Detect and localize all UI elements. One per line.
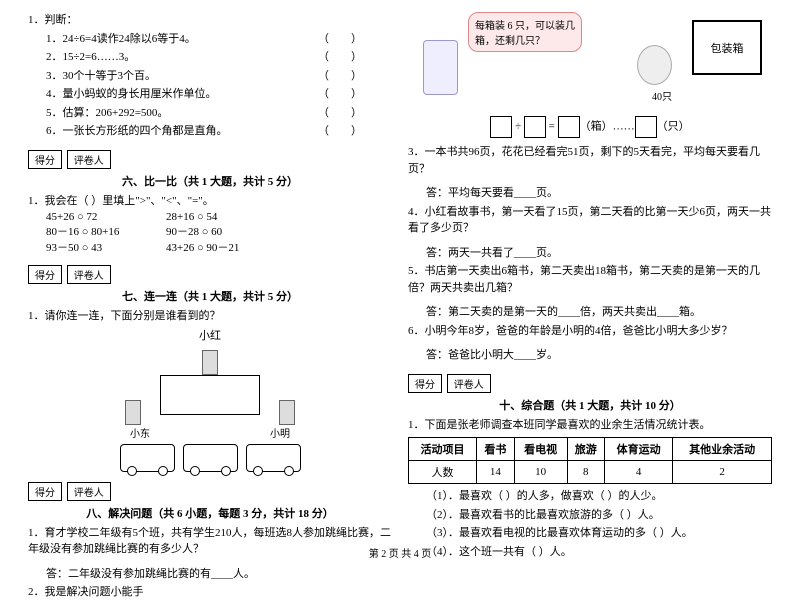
compare-cell: 45+26 ○ 72 <box>46 211 166 223</box>
speech-bubble: 每箱装 6 只，可以装几 箱，还剩几只？ <box>468 12 582 52</box>
judge-text: 4．量小蚂蚁的身长用厘米作单位。 <box>46 88 217 100</box>
th: 旅游 <box>567 438 605 461</box>
blank-box[interactable] <box>558 116 580 138</box>
grader-box: 评卷人 <box>67 150 111 169</box>
paren: （ ） <box>318 49 362 66</box>
compare-cell: 43+26 ○ 90－21 <box>166 239 286 255</box>
speech-line2: 箱，还剩几只？ <box>475 32 575 47</box>
sec8-q2: 2．我是解决问题小能手 <box>28 584 392 601</box>
label-xiaohong: 小红 <box>199 330 221 342</box>
blank-box[interactable] <box>524 116 546 138</box>
a3: 答：平均每天要看____页。 <box>408 185 772 202</box>
judge-item: 2．15÷2=6……3。 （ ） <box>46 49 392 66</box>
score-box: 得分 <box>28 482 62 501</box>
judge-text: 1．24÷6=4读作24除以6等于4。 <box>46 33 196 45</box>
judge-item: 3．30个十等于3个百。 （ ） <box>46 68 392 85</box>
sub-q1: （1）．最喜欢（ ）的人多，做喜欢（ ）的人少。 <box>408 488 772 505</box>
score-box: 得分 <box>28 265 62 284</box>
person-icon <box>125 400 141 425</box>
judge-text: 2．15÷2=6……3。 <box>46 51 135 63</box>
problem-scene: 每箱装 6 只，可以装几 箱，还剩几只？ 40只 包装箱 <box>408 10 772 110</box>
person-icon <box>202 350 218 375</box>
sub-q3: （3）．最喜欢看电视的比最喜欢体育运动的多（ ）人。 <box>408 525 772 542</box>
q6: 6．小明今年8岁，爸爸的年龄是小明的4倍，爸爸比小明大多少岁？ <box>408 323 772 340</box>
label-xiaoming: 小明 <box>270 425 290 440</box>
td: 2 <box>673 461 772 484</box>
judge-item: 6．一张长方形纸的四个角都是直角。 （ ） <box>46 123 392 140</box>
sec10-intro: 1．下面是张老师调查本班同学最喜欢的业余生活情况统计表。 <box>408 417 772 434</box>
judge-text: 6．一张长方形纸的四个角都是直角。 <box>46 125 228 137</box>
blank-box[interactable] <box>635 116 657 138</box>
compare-cell: 93－50 ○ 43 <box>46 239 166 255</box>
blank-box[interactable] <box>490 116 512 138</box>
table-header-row: 活动项目 看书 看电视 旅游 体育运动 其他业余活动 <box>409 438 772 461</box>
judge-text: 3．30个十等于3个百。 <box>46 70 156 82</box>
td: 4 <box>605 461 673 484</box>
th: 活动项目 <box>409 438 477 461</box>
paren: （ ） <box>318 123 362 140</box>
equation-row: ÷ = （箱）……（只） <box>408 116 772 138</box>
paren: （ ） <box>318 68 362 85</box>
th: 看电视 <box>514 438 567 461</box>
section-7-title: 七、连一连（共 1 大题，共计 5 分） <box>28 288 392 304</box>
van-icon <box>120 444 175 472</box>
van-options <box>28 444 392 472</box>
page-footer: 第 2 页 共 4 页 <box>0 545 800 560</box>
a6: 答：爸爸比小明大____岁。 <box>408 347 772 364</box>
judge-item: 1．24÷6=4读作24除以6等于4。 （ ） <box>46 31 392 48</box>
van-icon <box>183 444 238 472</box>
eq-tail: （箱）…… <box>580 121 635 133</box>
eq-tail2: （只） <box>657 121 690 133</box>
cartoon-child <box>423 40 458 95</box>
van-icon <box>246 444 301 472</box>
sub-q2: （2）．最喜欢看书的比最喜欢旅游的多（ ）人。 <box>408 507 772 524</box>
compare-cell: 28+16 ○ 54 <box>166 211 286 223</box>
q5: 5．书店第一天卖出6箱书，第二天卖出18箱书，第二天卖的是第一天的几倍？两天共卖… <box>408 263 772 296</box>
td: 10 <box>514 461 567 484</box>
score-box: 得分 <box>28 150 62 169</box>
paren: （ ） <box>318 105 362 122</box>
th: 看书 <box>477 438 515 461</box>
bunny-icon <box>637 45 672 85</box>
judge-title: 1．判断： <box>28 12 392 29</box>
score-box: 得分 <box>408 374 442 393</box>
q4: 4．小红看故事书，第一天看了15页，第二天看的比第一天少6页，两天一共看了多少页… <box>408 204 772 237</box>
judge-item: 5．估算：206+292=500。 （ ） <box>46 105 392 122</box>
label-xiaodong: 小东 <box>130 425 150 440</box>
q3: 3．一本书共96页，花花已经看完51页，剩下的5天看完，平均每天要看几页？ <box>408 144 772 177</box>
grader-box: 评卷人 <box>67 265 111 284</box>
package-box: 包装箱 <box>692 20 762 75</box>
th: 其他业余活动 <box>673 438 772 461</box>
td: 14 <box>477 461 515 484</box>
speech-line1: 每箱装 6 只，可以装几 <box>475 17 575 32</box>
section-8-title: 八、解决问题（共 6 小题，每题 3 分，共计 18 分） <box>28 505 392 521</box>
person-icon <box>279 400 295 425</box>
grader-box: 评卷人 <box>447 374 491 393</box>
compare-cell: 90－28 ○ 60 <box>166 223 286 239</box>
sec6-intro: 1．我会在（ ）里填上">"、"<"、"="。 <box>28 193 392 210</box>
a4: 答：两天一共看了____页。 <box>408 245 772 262</box>
section-10-title: 十、综合题（共 1 大题，共计 10 分） <box>408 397 772 413</box>
th: 体育运动 <box>605 438 673 461</box>
sec8-a1: 答：二年级没有参加跳绳比赛的有____人。 <box>28 566 392 583</box>
a5: 答：第二天卖的是第一天的____倍，两天共卖出____箱。 <box>408 304 772 321</box>
section-6-title: 六、比一比（共 1 大题，共计 5 分） <box>28 173 392 189</box>
grader-box: 评卷人 <box>67 482 111 501</box>
judge-text: 5．估算：206+292=500。 <box>46 107 168 119</box>
compare-cell: 80－16 ○ 80+16 <box>46 223 166 239</box>
sec7-q: 1．请你连一连，下面分别是谁看到的？ <box>28 308 392 325</box>
activity-table: 活动项目 看书 看电视 旅游 体育运动 其他业余活动 人数 14 10 8 4 … <box>408 437 772 484</box>
judge-item: 4．量小蚂蚁的身长用厘米作单位。 （ ） <box>46 86 392 103</box>
td-label: 人数 <box>409 461 477 484</box>
paren: （ ） <box>318 31 362 48</box>
paren: （ ） <box>318 86 362 103</box>
td: 8 <box>567 461 605 484</box>
table-row: 人数 14 10 8 4 2 <box>409 461 772 484</box>
scene-image: 小东 小明 <box>120 345 300 440</box>
count-label: 40只 <box>652 88 672 103</box>
